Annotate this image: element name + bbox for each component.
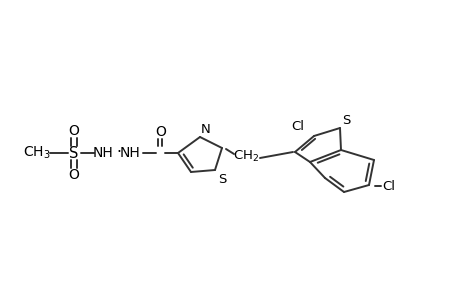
Text: O: O — [155, 125, 166, 139]
Text: NH: NH — [92, 146, 113, 160]
Text: O: O — [68, 124, 79, 138]
Text: Cl: Cl — [291, 119, 304, 133]
Text: $\mathregular{CH_3}$: $\mathregular{CH_3}$ — [23, 145, 50, 161]
Text: N: N — [201, 123, 210, 136]
Text: ·: · — [116, 146, 121, 160]
Text: S: S — [69, 146, 78, 160]
Text: S: S — [341, 114, 350, 127]
Text: S: S — [218, 173, 226, 186]
Text: NH: NH — [119, 146, 140, 160]
Text: O: O — [68, 168, 79, 182]
Text: Cl: Cl — [382, 179, 395, 193]
Text: $\mathregular{CH_2}$: $\mathregular{CH_2}$ — [232, 148, 258, 164]
